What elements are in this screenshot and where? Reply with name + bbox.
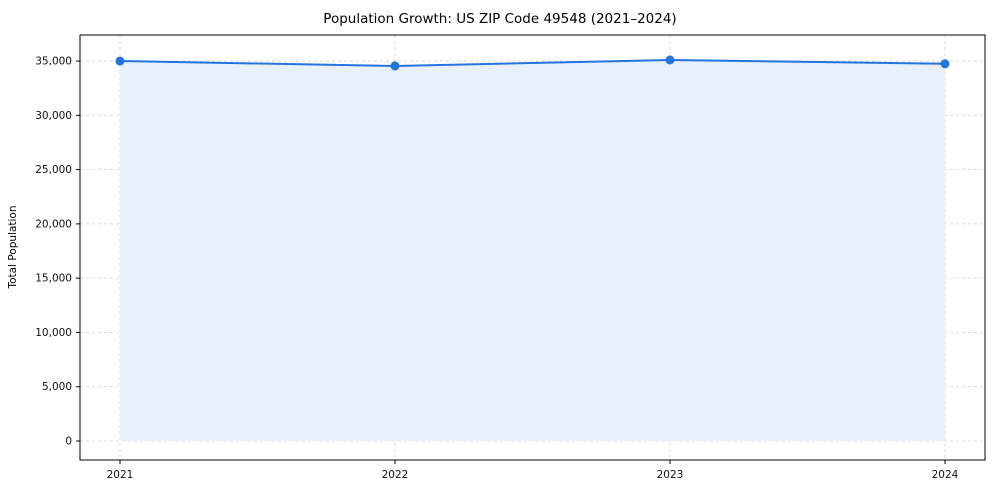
data-point <box>390 61 400 71</box>
y-tick-label: 5,000 <box>42 381 72 393</box>
y-tick-label: 15,000 <box>35 273 72 285</box>
x-tick-label: 2023 <box>657 469 684 481</box>
data-point <box>115 56 125 66</box>
y-axis-label: Total Population <box>7 205 19 289</box>
data-point <box>665 55 675 65</box>
area-fill <box>120 59 945 442</box>
chart-title: Population Growth: US ZIP Code 49548 (20… <box>323 11 677 27</box>
data-point <box>940 59 950 69</box>
y-tick-label: 10,000 <box>35 327 72 339</box>
data-line <box>119 58 946 67</box>
x-tick-label: 2024 <box>932 469 959 481</box>
y-tick-label: 0 <box>65 436 72 448</box>
x-tick-label: 2022 <box>382 469 409 481</box>
y-tick-label: 35,000 <box>35 56 72 68</box>
y-tick-label: 20,000 <box>35 218 72 230</box>
y-tick-label: 30,000 <box>35 110 72 122</box>
y-tick-label: 25,000 <box>35 164 72 176</box>
plot-border <box>79 34 986 461</box>
x-tick-label: 2021 <box>107 469 134 481</box>
